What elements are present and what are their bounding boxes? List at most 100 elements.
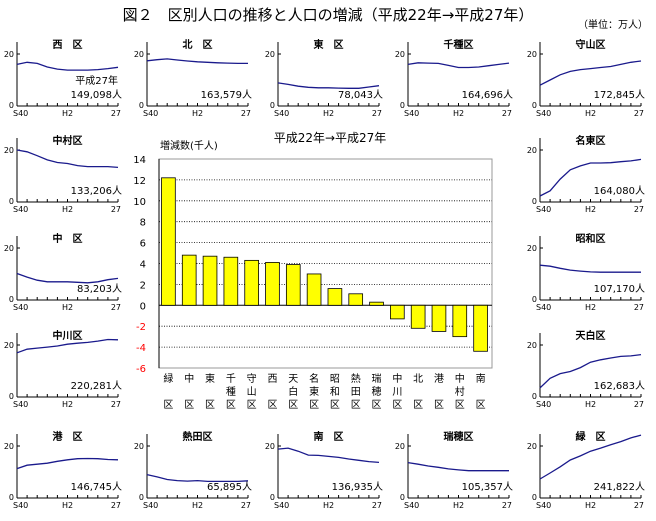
x-category-label: 東区 (205, 372, 215, 411)
district-title: 中川区 (53, 329, 83, 342)
x-tick-label: 27 (111, 400, 121, 409)
bar (223, 256, 239, 306)
y-tick-label: 20 (527, 341, 537, 350)
x-tick-label: S40 (536, 205, 551, 214)
population-line (16, 457, 119, 470)
district-title: 名東区 (576, 134, 606, 147)
x-tick-label: H2 (62, 205, 73, 214)
x-tick-label: H2 (585, 303, 596, 312)
y-tick-label: 20 (4, 442, 14, 451)
x-tick-label: H2 (585, 205, 596, 214)
bar-chart-title: 平成22年→平成27年 (274, 131, 387, 145)
bar (452, 304, 468, 338)
population-label: 133,206人 (71, 185, 122, 197)
x-category-label: 中村区 (455, 372, 465, 411)
y-tick-label: 14 (133, 155, 146, 166)
y-tick-label: 0 (532, 295, 537, 304)
bar (202, 255, 218, 306)
district-title: 中 区 (53, 232, 83, 245)
y-tick-label: 20 (395, 442, 405, 451)
y-tick-label: 20 (265, 50, 275, 59)
x-tick-label: S40 (536, 501, 551, 510)
x-tick-label: 27 (111, 501, 121, 510)
x-tick-label: 27 (372, 109, 382, 118)
x-tick-label: H2 (62, 303, 73, 312)
x-tick-label: 27 (502, 109, 512, 118)
y-tick-label: 20 (527, 244, 537, 253)
x-tick-label: S40 (536, 109, 551, 118)
population-line (16, 61, 119, 71)
x-tick-label: 27 (502, 501, 512, 510)
bar (285, 264, 301, 306)
population-label: 105,357人 (462, 481, 513, 493)
population-label: 164,080人 (594, 185, 645, 197)
district-title: 北 区 (183, 38, 213, 51)
x-tick-label: 27 (634, 205, 644, 214)
district-panel: 0 20 S40 H2 27 瑞穂区 105,357人 (395, 430, 513, 510)
bar (161, 177, 176, 306)
district-title: 東 区 (314, 38, 344, 51)
y-tick-label: 12 (133, 176, 146, 187)
y-tick-label: 0 (139, 101, 144, 110)
x-category-label: 守山区 (247, 372, 257, 411)
x-tick-label: 27 (111, 303, 121, 312)
x-tick-label: H2 (323, 109, 334, 118)
population-label: 65,895人 (207, 481, 252, 493)
y-tick-label: 0 (9, 493, 14, 502)
bar (244, 259, 259, 306)
population-line (277, 447, 380, 464)
y-tick-label: 0 (139, 493, 144, 502)
district-title: 中村区 (53, 134, 83, 147)
x-tick-label: S40 (404, 501, 419, 510)
y-tick-label: 20 (4, 244, 14, 253)
population-line (539, 60, 642, 86)
y-tick-label: 20 (395, 50, 405, 59)
population-label: 164,696人 (462, 89, 513, 101)
district-title: 熱田区 (183, 430, 213, 443)
population-line (277, 82, 380, 89)
x-tick-label: S40 (143, 501, 158, 510)
unit-label: （単位：万人） (578, 20, 648, 31)
x-tick-label: 27 (634, 501, 644, 510)
x-tick-label: H2 (585, 400, 596, 409)
y-tick-label: 4 (140, 260, 146, 271)
bar (265, 262, 280, 306)
y-tick-label: 20 (134, 442, 144, 451)
x-tick-label: H2 (192, 109, 203, 118)
x-category-label: 天白区 (288, 374, 298, 411)
bar (306, 273, 322, 306)
population-line (539, 353, 642, 389)
district-panel: 0 20 S40 H2 27 熱田区 65,895人 (134, 430, 252, 510)
x-tick-label: S40 (274, 501, 289, 510)
district-title: 昭和区 (576, 232, 606, 245)
y-tick-label: 0 (532, 101, 537, 110)
x-tick-label: 27 (634, 303, 644, 312)
x-tick-label: S40 (143, 109, 158, 118)
district-title: 西 区 (53, 39, 83, 51)
population-label: 241,822人 (594, 481, 645, 493)
district-panel: 0 20 S40 H2 27 緑 区 241,822人 (527, 430, 645, 510)
district-panel: 0 20 S40 H2 27 港 区 146,745人 (4, 430, 122, 510)
population-line (16, 338, 119, 354)
x-tick-label: H2 (585, 501, 596, 510)
population-label: 78,043人 (338, 89, 383, 101)
population-label: 136,935人 (332, 481, 383, 493)
y-tick-label: 20 (4, 341, 14, 350)
population-label: 149,098人 (71, 89, 122, 101)
x-category-label: 中区 (184, 372, 194, 411)
x-tick-label: 27 (241, 501, 251, 510)
x-tick-label: H2 (62, 400, 73, 409)
y-tick-label: 0 (532, 493, 537, 502)
y-tick-label: 0 (270, 493, 275, 502)
x-tick-label: 27 (111, 109, 121, 118)
population-label: 172,845人 (594, 89, 645, 101)
x-category-label: 南区 (476, 372, 486, 411)
population-line (539, 264, 641, 273)
y-tick-label: 20 (527, 50, 537, 59)
bar-chart-y-label: 増減数(千人) (160, 139, 218, 152)
district-panel: 0 20 S40 H2 27 名東区 164,080人 (527, 134, 645, 214)
y-tick-label: 0 (9, 295, 14, 304)
year-note: 平成27年 (75, 74, 118, 87)
x-category-label: 緑区 (163, 372, 173, 411)
